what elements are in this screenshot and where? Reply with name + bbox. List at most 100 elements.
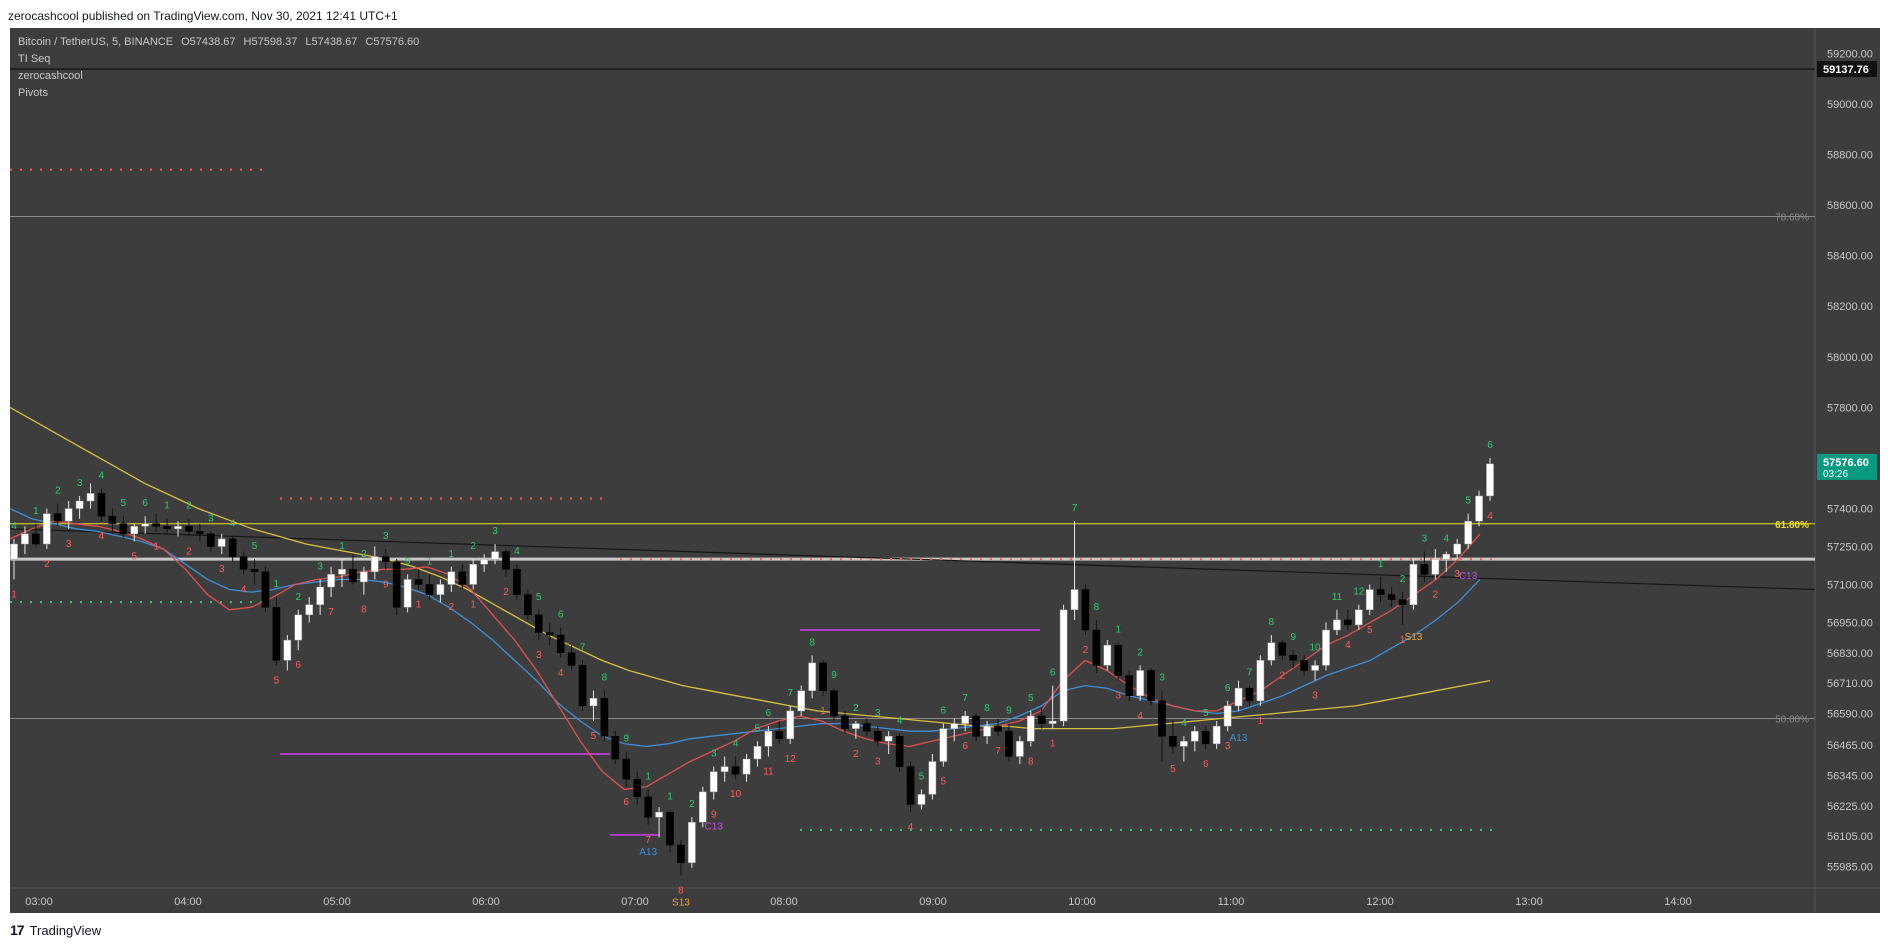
y-tick-label: 56590.00 (1827, 708, 1873, 720)
candle-body (1092, 629, 1101, 666)
candle (1125, 670, 1134, 701)
seq-red-count: 6 (1203, 759, 1209, 770)
candle (1420, 551, 1429, 582)
candle-body (1409, 563, 1418, 605)
candlestick-chart[interactable]: 59200.00 59000.00 58800.00 58600.00 58400.00… (10, 28, 1880, 913)
candle (611, 731, 620, 765)
candle-body (720, 766, 729, 772)
seq-red-count: 4 (1137, 711, 1143, 722)
candle-body (436, 584, 445, 595)
candle (534, 609, 543, 641)
candle-body (873, 730, 882, 742)
footer-brand[interactable]: TradingView (29, 922, 102, 938)
y-tick-label: 58400.00 (1827, 251, 1873, 263)
indicator-ti-seq[interactable]: TI Seq (18, 53, 51, 65)
candle (567, 645, 576, 671)
candle (1387, 587, 1396, 608)
low-value: L57438.67 (305, 36, 358, 48)
fib-level-label: 50.00% (1775, 715, 1809, 726)
candle-body (1125, 675, 1134, 697)
seq-red-count: 6 (623, 797, 629, 808)
seq-green-count: 8 (809, 637, 815, 648)
candle-body (338, 569, 346, 575)
candle (152, 513, 160, 532)
candle (108, 508, 117, 534)
candle (327, 566, 335, 598)
indicator-zerocashcool[interactable]: zerocashcool (18, 70, 83, 82)
seq-red-count: 2 (853, 749, 859, 760)
seq-red-count: 1 (1258, 716, 1264, 727)
candle (458, 564, 467, 590)
candle-body (1212, 725, 1221, 745)
seq-green-count: 12 (1353, 587, 1365, 598)
y-tick-label: 56830.00 (1827, 648, 1873, 660)
candle-body (1398, 599, 1407, 605)
seq-red-count: 4 (99, 531, 105, 542)
candle (53, 503, 62, 527)
seq-green-count: 1 (645, 771, 651, 782)
candle (392, 559, 401, 615)
candle (775, 721, 784, 744)
seq-green-count: 2 (186, 501, 192, 512)
candle-body (709, 771, 718, 793)
candle-body (983, 725, 991, 737)
candle (1103, 640, 1112, 671)
seq-green-count: 1 (427, 556, 433, 567)
candle-body (961, 715, 970, 724)
indicator-pivots[interactable]: Pivots (18, 87, 48, 99)
current-price-label: 57576.60 (1823, 457, 1869, 469)
seq-green-count: 3 (208, 513, 214, 524)
candle-body (130, 526, 139, 535)
x-tick-label: 06:00 (472, 896, 500, 908)
candle (1136, 665, 1144, 701)
candle-body (1081, 589, 1090, 631)
candle (1180, 736, 1188, 762)
seq-green-count: 6 (1050, 668, 1056, 679)
candle (797, 685, 806, 716)
candle-body (939, 728, 948, 762)
candle (753, 741, 762, 767)
candle (381, 549, 390, 570)
candle (97, 488, 106, 522)
candle-body (1486, 463, 1494, 497)
candle-body (841, 715, 849, 729)
seq-green-count: 2 (361, 549, 367, 560)
fib-level-label: 78.60% (1775, 212, 1809, 223)
seq-green-count: 2 (55, 486, 61, 497)
seq-red-count: 3 (1115, 691, 1121, 702)
x-tick-label: 03:00 (25, 896, 53, 908)
seq-green-count: 1 (1378, 559, 1384, 570)
candle-body (1234, 687, 1243, 707)
candle-body (272, 606, 281, 661)
candle (370, 546, 379, 580)
candle-body (1190, 730, 1199, 742)
candle-body (349, 569, 357, 583)
seq-green-count: 6 (558, 609, 564, 620)
candle-body (360, 571, 368, 583)
seq-green-count: 8 (1269, 617, 1275, 628)
candle (1245, 685, 1254, 706)
tradingview-logo-icon[interactable]: 17 (10, 922, 25, 938)
candle-body (513, 569, 521, 595)
candle-body (86, 493, 95, 502)
open-value: O57438.67 (181, 36, 236, 48)
candle (185, 518, 193, 537)
candle (1147, 667, 1155, 706)
y-tick-label: 56710.00 (1827, 678, 1873, 690)
candle-body (1059, 609, 1068, 722)
seq-green-count: 2 (853, 703, 859, 714)
candle-body (1037, 715, 1046, 724)
candle (950, 718, 959, 742)
x-tick-label: 12:00 (1366, 896, 1394, 908)
candle-body (305, 604, 314, 616)
seq-green-count: 4 (514, 546, 520, 557)
seq-green-count: 5 (252, 541, 258, 552)
candle-body (731, 766, 740, 775)
seq-red-count: 1 (820, 706, 826, 717)
candle (1267, 635, 1276, 666)
seq-green-count: 2 (1137, 647, 1143, 658)
price-marker-label: 59137.76 (1823, 64, 1869, 76)
chart-frame[interactable]: 59200.00 59000.00 58800.00 58600.00 58400.00… (10, 28, 1880, 913)
candle-body (469, 563, 478, 585)
seq-green-count: 7 (787, 688, 793, 699)
